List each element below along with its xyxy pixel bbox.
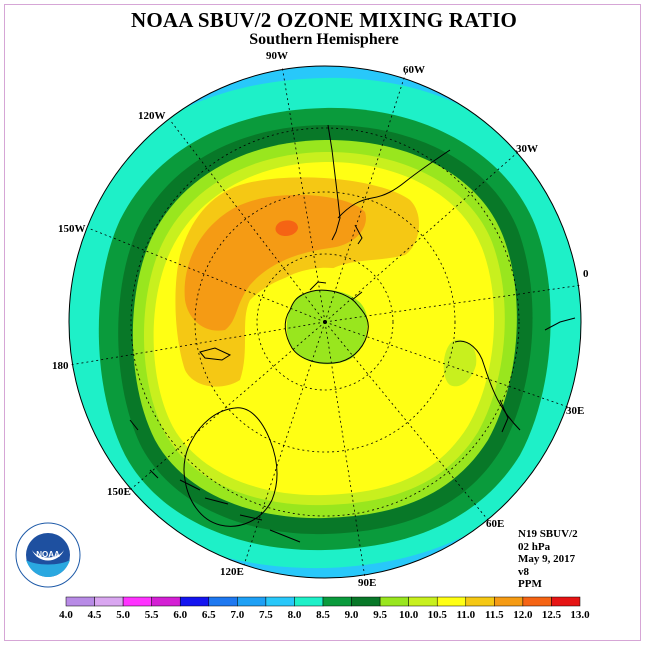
madagascar-coast — [499, 399, 509, 433]
lon-label-60w: 60W — [403, 64, 425, 76]
colorbar-tick-label: 9.0 — [344, 609, 359, 621]
logo-text: NOAA — [36, 550, 60, 559]
colorbar-tick-label: 5.5 — [144, 609, 159, 621]
colorbar-tick-label: 7.0 — [230, 609, 245, 621]
colorbar-tick-label: 7.5 — [259, 609, 273, 621]
info-satellite: N19 SBUV/2 — [518, 528, 578, 540]
indonesia-coast — [129, 419, 301, 543]
info-units: PPM — [518, 578, 542, 591]
colorbar-cell — [379, 596, 409, 607]
colorbar-cell — [208, 596, 238, 607]
lon-label-180: 180 — [52, 360, 69, 372]
band-12-0 — [275, 220, 298, 237]
band-10-0-coast — [443, 339, 477, 387]
colorbar-tick-label: 4.5 — [87, 609, 102, 621]
colorbar-tick-label: 8.0 — [287, 609, 302, 621]
colorbar-tick-label: 6.5 — [201, 609, 216, 621]
colorbar-cell — [436, 596, 467, 607]
colorbar-tick-label: 12.0 — [513, 609, 533, 621]
australia-coast — [183, 407, 278, 527]
band-11-5 — [184, 194, 366, 331]
colorbar-cell — [265, 596, 295, 607]
coastlines — [129, 124, 576, 543]
lon-label-120w: 120W — [138, 110, 166, 122]
band-9-5-antarctica — [286, 289, 368, 365]
colorbar-tick-label: 8.5 — [316, 609, 330, 621]
colorbar-tick-label: 6.0 — [173, 609, 188, 621]
colorbar-cell — [322, 596, 352, 607]
noaa-logo: NOAA — [15, 522, 81, 588]
lon-label-30w: 30W — [516, 143, 538, 155]
graticule — [69, 65, 583, 579]
new-zealand-coast — [199, 347, 232, 361]
south-america-coast — [327, 124, 451, 245]
colorbar-tick-label: 10.5 — [427, 609, 447, 621]
lon-label-90e: 90E — [358, 577, 377, 589]
lon-label-30e: 30E — [566, 405, 585, 417]
colorbar-cell — [179, 596, 210, 607]
colorbar-cell — [351, 596, 381, 607]
colorbar-tick-label: 11.0 — [456, 609, 476, 621]
info-version: v8 — [518, 565, 529, 578]
colorbar-cell — [408, 596, 438, 607]
lon-label-90w: 90W — [266, 50, 288, 62]
colorbar-cell — [237, 596, 267, 607]
colorbar-cell — [465, 596, 495, 607]
colorbar-tick-label: 11.5 — [485, 609, 504, 621]
lon-label-0: 0 — [583, 268, 589, 280]
colorbar-tick-label: 13.0 — [570, 609, 590, 621]
colorbar-tick-label: 5.0 — [116, 609, 130, 621]
info-level: 02 hPa — [518, 540, 551, 553]
lon-label-60e: 60E — [486, 518, 505, 530]
colorbar-cell — [551, 596, 581, 607]
colorbar-tick-label: 9.5 — [373, 609, 387, 621]
page-frame — [4, 4, 641, 641]
colorbar-tick-label: 10.0 — [399, 609, 419, 621]
colorbar-cell — [522, 596, 552, 607]
colorbar-tick-label: 12.5 — [541, 609, 562, 621]
map-subtitle: Southern Hemisphere — [249, 31, 399, 48]
info-date: May 9, 2017 — [518, 553, 576, 566]
colorbar-cell — [294, 596, 324, 607]
lon-label-150e: 150E — [107, 486, 131, 498]
colorbar-cell — [65, 596, 95, 607]
lon-label-120e: 120E — [220, 566, 244, 578]
colorbar-cell — [94, 596, 124, 607]
colorbar-cell — [122, 596, 152, 607]
colorbar-cell — [494, 596, 524, 607]
lon-label-150w: 150W — [58, 223, 86, 235]
info-block: N19 SBUV/2 02 hPa May 9, 2017 v8 PPM — [518, 528, 578, 591]
map-title: NOAA SBUV/2 OZONE MIXING RATIO — [131, 8, 517, 32]
colorbar-cell — [151, 596, 181, 607]
colorbar-tick-label: 4.0 — [59, 609, 73, 621]
